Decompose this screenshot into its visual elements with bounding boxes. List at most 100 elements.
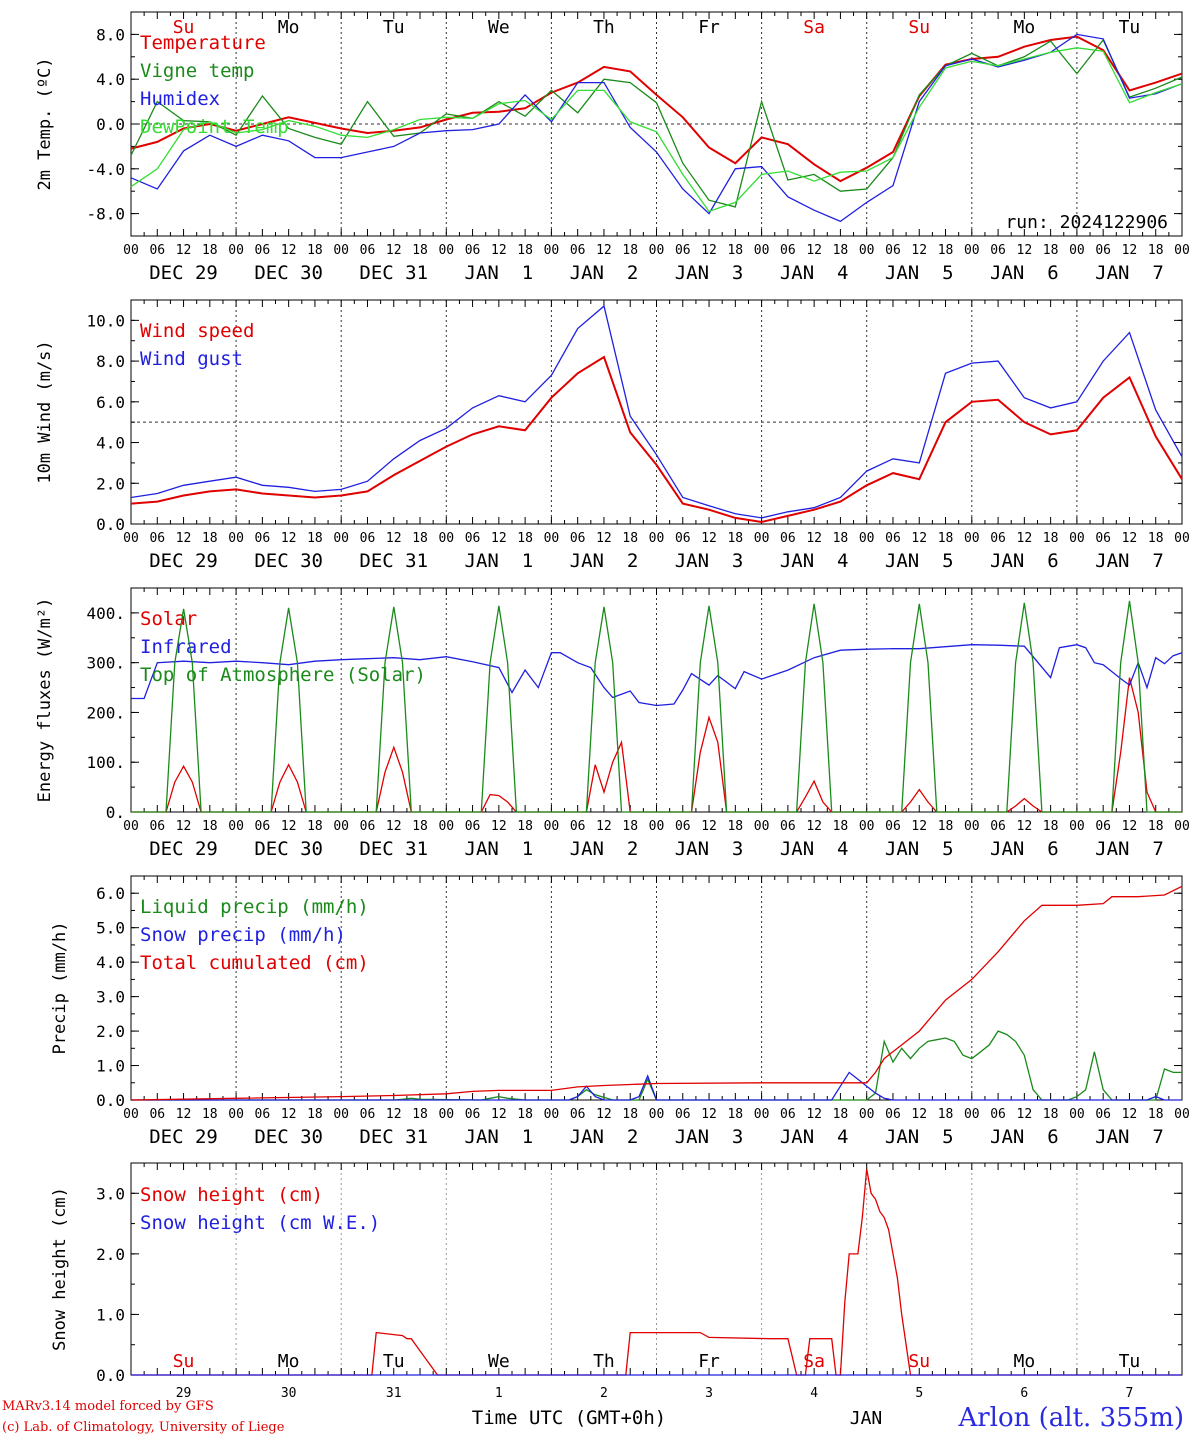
run-label: run: 2024122906 bbox=[1005, 212, 1168, 233]
day-label: Su bbox=[908, 17, 930, 38]
hour-label: 00 bbox=[228, 243, 244, 258]
day-number-label: 6 bbox=[1020, 1386, 1028, 1401]
y-tick-label: 4.0 bbox=[96, 434, 125, 453]
hour-label: 06 bbox=[149, 1107, 165, 1122]
series-line-precip-2 bbox=[130, 885, 1183, 1101]
hour-label: 00 bbox=[1174, 531, 1190, 546]
day-label: Th bbox=[593, 1351, 615, 1372]
hour-label: 12 bbox=[1017, 819, 1033, 834]
date-label: JAN 1 bbox=[465, 838, 534, 860]
hour-label: 18 bbox=[622, 819, 638, 834]
y-axis-label: 10m Wind (m/s) bbox=[35, 340, 55, 483]
date-label: DEC 29 bbox=[149, 838, 218, 860]
hour-label: 12 bbox=[701, 1107, 717, 1122]
day-number-label: 4 bbox=[810, 1386, 818, 1401]
day-number-label: 30 bbox=[281, 1386, 297, 1401]
legend-entry: Total cumulated (cm) bbox=[140, 952, 369, 974]
hour-label: 06 bbox=[1095, 531, 1111, 546]
hour-label: 18 bbox=[833, 243, 849, 258]
hour-label: 12 bbox=[386, 243, 402, 258]
hour-label: 06 bbox=[885, 243, 901, 258]
y-tick-label: 200. bbox=[86, 703, 125, 722]
date-label: JAN 5 bbox=[885, 1126, 954, 1148]
hour-label: 18 bbox=[938, 531, 954, 546]
hour-label: 00 bbox=[333, 243, 349, 258]
hour-label: 00 bbox=[1174, 819, 1190, 834]
credit-line-2: (c) Lab. of Climatology, University of L… bbox=[2, 1420, 285, 1435]
series-line-temp-0 bbox=[130, 35, 1183, 183]
day-label: Sa bbox=[803, 1351, 825, 1372]
hour-label: 00 bbox=[859, 819, 875, 834]
hour-label: 12 bbox=[596, 1107, 612, 1122]
series-line-wind-1 bbox=[130, 304, 1183, 519]
hour-label: 12 bbox=[491, 819, 507, 834]
hour-label: 18 bbox=[517, 531, 533, 546]
hour-label: 00 bbox=[964, 1107, 980, 1122]
hour-label: 06 bbox=[149, 531, 165, 546]
y-tick-label: 400. bbox=[86, 604, 125, 623]
hour-label: 06 bbox=[990, 1107, 1006, 1122]
date-label: JAN 1 bbox=[465, 262, 534, 284]
hour-label: 00 bbox=[754, 243, 770, 258]
hour-label: 18 bbox=[938, 819, 954, 834]
hour-label: 06 bbox=[149, 243, 165, 258]
hour-label: 06 bbox=[990, 243, 1006, 258]
hour-label: 00 bbox=[438, 819, 454, 834]
credit-line-1: MARv3.14 model forced by GFS bbox=[2, 1399, 214, 1414]
hour-label: 18 bbox=[622, 243, 638, 258]
date-label: JAN 3 bbox=[675, 1126, 744, 1148]
date-label: JAN 6 bbox=[990, 838, 1059, 860]
date-label: JAN 3 bbox=[675, 838, 744, 860]
hour-label: 18 bbox=[412, 243, 428, 258]
hour-label: 00 bbox=[1174, 243, 1190, 258]
hour-label: 06 bbox=[780, 531, 796, 546]
hour-label: 12 bbox=[806, 1107, 822, 1122]
hour-label: 00 bbox=[649, 531, 665, 546]
legend-entry: Infrared bbox=[140, 636, 232, 658]
legend-entry: Temperature bbox=[140, 32, 266, 54]
hour-label: 12 bbox=[806, 531, 822, 546]
hour-label: 06 bbox=[1095, 243, 1111, 258]
hour-label: 12 bbox=[701, 819, 717, 834]
day-label: Su bbox=[173, 17, 195, 38]
hour-label: 06 bbox=[990, 819, 1006, 834]
hour-label: 18 bbox=[727, 819, 743, 834]
date-label: JAN 1 bbox=[465, 1126, 534, 1148]
date-label: JAN 4 bbox=[780, 838, 849, 860]
legend-entry: DewPoint Temp bbox=[140, 116, 289, 138]
hour-label: 06 bbox=[675, 1107, 691, 1122]
hour-label: 06 bbox=[885, 1107, 901, 1122]
hour-label: 06 bbox=[360, 1107, 376, 1122]
legend-entry: Snow height (cm) bbox=[140, 1184, 323, 1206]
hour-label: 00 bbox=[1069, 819, 1085, 834]
hour-label: 18 bbox=[727, 531, 743, 546]
date-label: JAN 6 bbox=[990, 1126, 1059, 1148]
y-tick-label: 0.0 bbox=[96, 515, 125, 534]
date-label: DEC 30 bbox=[254, 550, 323, 572]
y-axis-label: 2m Temp. (ºC) bbox=[35, 57, 55, 190]
y-tick-label: 4.0 bbox=[96, 70, 125, 89]
hour-label: 00 bbox=[1069, 531, 1085, 546]
hour-label: 18 bbox=[833, 531, 849, 546]
hour-label: 06 bbox=[570, 1107, 586, 1122]
y-tick-label: 2.0 bbox=[96, 1245, 125, 1264]
hour-label: 00 bbox=[438, 531, 454, 546]
legend-entry: Humidex bbox=[140, 88, 220, 110]
hour-label: 18 bbox=[307, 531, 323, 546]
hour-label: 18 bbox=[727, 243, 743, 258]
hour-label: 18 bbox=[307, 819, 323, 834]
hour-label: 12 bbox=[911, 819, 927, 834]
hour-label: 06 bbox=[675, 531, 691, 546]
hour-label: 00 bbox=[964, 819, 980, 834]
hour-label: 06 bbox=[675, 819, 691, 834]
day-label: Tu bbox=[383, 1351, 405, 1372]
hour-label: 18 bbox=[727, 1107, 743, 1122]
legend-entry: Top of Atmosphere (Solar) bbox=[140, 664, 426, 686]
hour-label: 06 bbox=[255, 243, 271, 258]
hour-label: 06 bbox=[780, 819, 796, 834]
date-label: JAN 5 bbox=[885, 550, 954, 572]
hour-label: 12 bbox=[1017, 1107, 1033, 1122]
legend-entry: Liquid precip (mm/h) bbox=[140, 896, 369, 918]
hour-label: 00 bbox=[649, 243, 665, 258]
hour-label: 18 bbox=[1148, 243, 1164, 258]
